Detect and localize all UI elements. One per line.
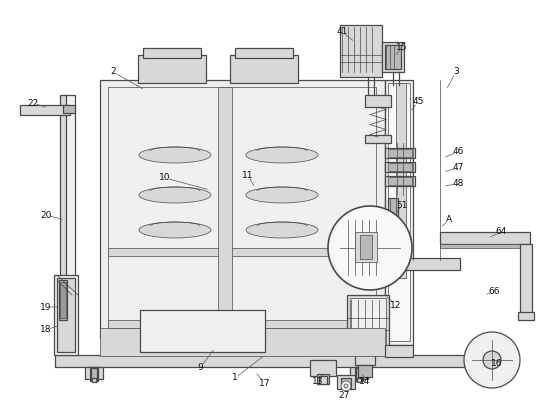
Text: 46: 46 — [452, 148, 464, 157]
Bar — [356, 368, 362, 380]
Bar — [396, 83, 406, 278]
Bar — [350, 367, 368, 379]
Bar — [143, 48, 201, 58]
Bar — [388, 163, 412, 171]
Bar — [138, 55, 206, 83]
Bar — [360, 235, 372, 259]
Text: 3: 3 — [453, 67, 459, 76]
Bar — [365, 95, 391, 107]
Circle shape — [464, 332, 520, 388]
Bar — [317, 374, 329, 384]
Bar — [57, 278, 75, 352]
Bar — [108, 87, 376, 327]
Bar — [250, 340, 290, 354]
Ellipse shape — [246, 187, 318, 203]
Bar — [355, 367, 363, 381]
Text: 20: 20 — [40, 211, 52, 220]
Text: 15: 15 — [397, 43, 408, 52]
Bar — [388, 198, 398, 218]
Bar — [388, 177, 412, 185]
Text: 45: 45 — [412, 97, 424, 106]
Bar — [63, 95, 75, 345]
Text: 66: 66 — [489, 288, 500, 297]
Bar — [440, 232, 530, 244]
Bar — [310, 360, 336, 376]
Bar — [385, 176, 415, 186]
Bar — [54, 275, 78, 355]
Bar — [355, 232, 377, 262]
Bar — [60, 282, 66, 318]
Text: 12: 12 — [390, 301, 402, 310]
Text: 47: 47 — [452, 164, 464, 173]
Bar — [357, 378, 361, 382]
Bar — [365, 135, 391, 143]
Bar — [337, 375, 355, 389]
Bar — [520, 244, 532, 316]
Bar — [85, 367, 103, 379]
Bar — [20, 105, 70, 115]
Bar — [388, 149, 412, 157]
Bar — [385, 345, 413, 357]
Bar — [100, 80, 385, 338]
Bar — [385, 258, 460, 270]
Bar — [358, 365, 372, 377]
Text: 14: 14 — [359, 378, 371, 387]
Text: 64: 64 — [495, 227, 507, 236]
Text: A: A — [446, 216, 452, 225]
Bar — [385, 270, 393, 276]
Ellipse shape — [246, 222, 318, 238]
Text: 1: 1 — [232, 373, 238, 382]
Bar — [385, 162, 415, 172]
Text: 11: 11 — [242, 171, 254, 180]
Bar — [63, 105, 75, 113]
Text: 19: 19 — [40, 303, 52, 312]
Bar — [55, 355, 475, 367]
Bar — [90, 367, 98, 381]
Bar — [59, 280, 67, 320]
Ellipse shape — [139, 147, 211, 163]
Bar — [60, 95, 66, 345]
Text: 9: 9 — [197, 364, 203, 373]
Text: 41: 41 — [336, 27, 348, 36]
Text: 16: 16 — [491, 359, 502, 368]
Text: 18: 18 — [40, 326, 52, 335]
Bar — [341, 378, 351, 388]
Text: 17: 17 — [259, 378, 271, 387]
Bar — [340, 25, 382, 77]
Circle shape — [341, 381, 351, 391]
Text: 10: 10 — [159, 173, 171, 182]
Bar — [230, 55, 298, 83]
Ellipse shape — [139, 187, 211, 203]
Text: 27: 27 — [338, 391, 350, 400]
Bar — [518, 312, 534, 320]
Bar — [385, 45, 401, 69]
Bar — [235, 48, 293, 58]
Bar — [108, 320, 376, 328]
Bar — [385, 80, 413, 345]
Bar — [355, 355, 375, 365]
Text: 13: 13 — [312, 378, 324, 387]
Bar — [218, 87, 232, 327]
Text: 2: 2 — [110, 67, 116, 76]
Ellipse shape — [246, 147, 318, 163]
Bar — [382, 42, 404, 72]
Text: 22: 22 — [27, 99, 39, 108]
Bar — [388, 83, 410, 341]
Bar — [440, 244, 530, 248]
Bar — [385, 148, 415, 158]
Text: 51: 51 — [397, 200, 408, 209]
Bar — [100, 328, 385, 356]
Bar — [319, 376, 327, 384]
Ellipse shape — [139, 222, 211, 238]
Bar — [91, 368, 97, 380]
Text: 48: 48 — [452, 180, 464, 189]
Bar — [347, 295, 389, 353]
Circle shape — [328, 206, 412, 290]
Bar — [92, 378, 96, 382]
Circle shape — [483, 351, 501, 369]
Bar — [350, 298, 386, 350]
Bar — [108, 248, 376, 256]
Circle shape — [344, 384, 348, 388]
Bar — [140, 310, 265, 352]
